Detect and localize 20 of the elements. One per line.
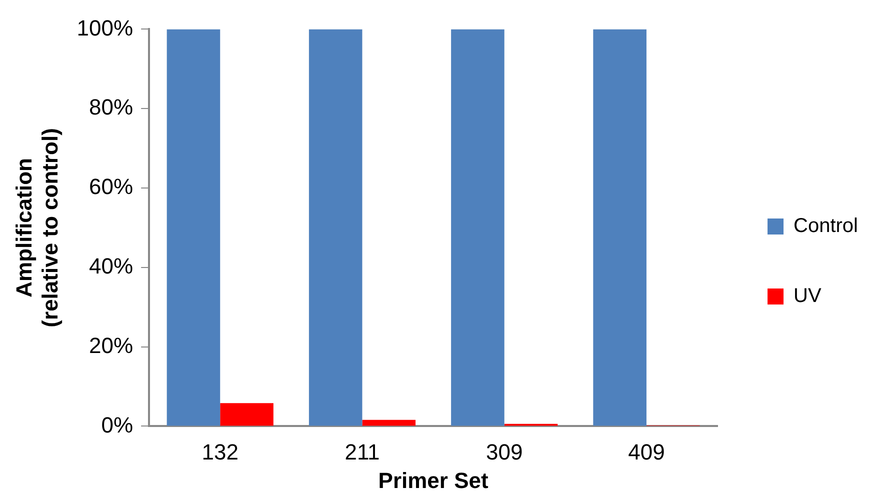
bar xyxy=(166,29,220,426)
x-tick-label: 309 xyxy=(486,439,523,464)
y-tick-label: 60% xyxy=(89,174,134,200)
x-tick-label: 132 xyxy=(202,439,238,464)
legend-label: Control xyxy=(794,215,858,238)
legend-label: UV xyxy=(794,285,822,308)
y-tick-label: 0% xyxy=(101,412,134,438)
y-tick-label: 40% xyxy=(89,253,134,278)
bar xyxy=(220,403,274,426)
y-axis-title: Amplification (relative to control) xyxy=(11,128,63,328)
y-tick-label: 100% xyxy=(76,15,134,40)
y-tick-label: 80% xyxy=(89,94,134,120)
bar xyxy=(362,420,416,426)
x-tick-label: 211 xyxy=(344,439,380,464)
x-tick-label: 409 xyxy=(628,439,665,464)
bar xyxy=(451,29,504,426)
x-axis-title: Primer Set xyxy=(378,468,489,493)
bar xyxy=(593,29,646,426)
y-tick-label: 20% xyxy=(89,332,134,358)
bar xyxy=(308,29,362,426)
